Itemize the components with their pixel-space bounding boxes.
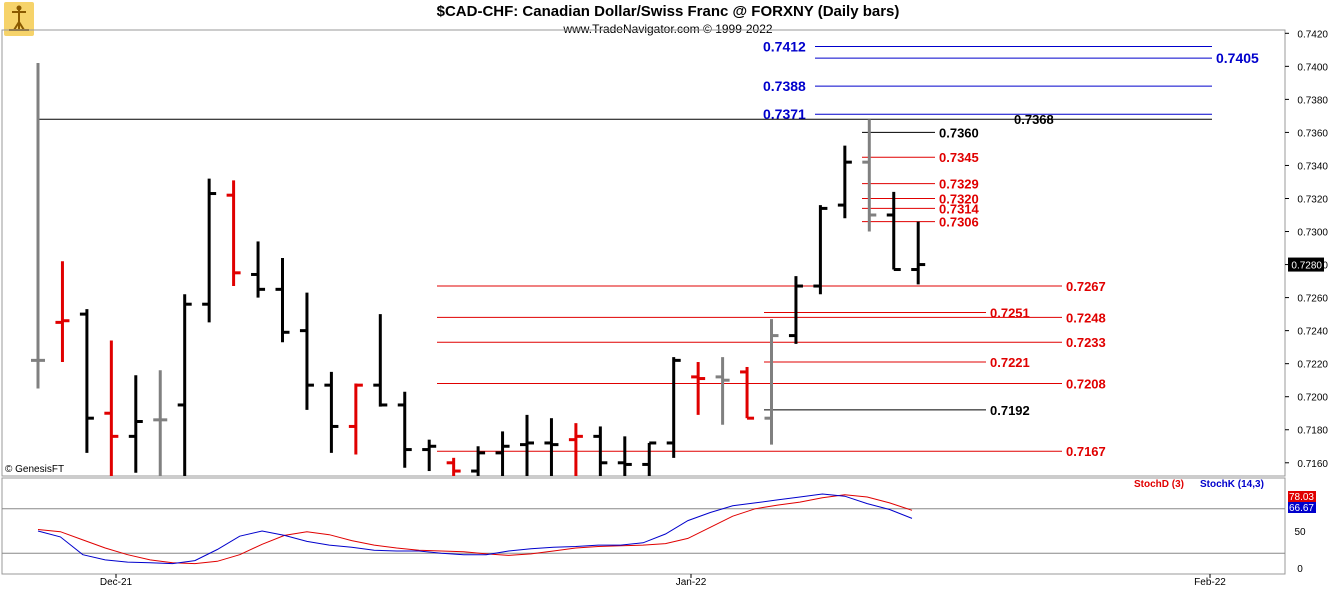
level-label: 0.7208 <box>1066 376 1106 391</box>
price-axis-tick-label: 0.7260 <box>1297 294 1328 305</box>
stoch-d-legend: StochD (3) <box>1134 479 1184 490</box>
chart-title: $CAD-CHF: Canadian Dollar/Swiss Franc @ … <box>436 3 900 20</box>
x-axis-label: Feb-22 <box>1194 577 1226 588</box>
stochastic-panel-frame <box>1 477 1286 575</box>
price-axis-tick-label: 0.7340 <box>1297 161 1328 172</box>
price-axis-tick-label: 0.7380 <box>1297 95 1328 106</box>
level-label: 0.7405 <box>1216 50 1259 66</box>
level-label: 0.7248 <box>1066 310 1106 325</box>
level-label: 0.7167 <box>1066 444 1106 459</box>
stoch-k-line <box>37 493 913 565</box>
price-panel-frame <box>1 29 1286 477</box>
trade-navigator-logo-icon <box>4 2 34 36</box>
stoch-d-value: 78.03 <box>1289 492 1314 503</box>
stoch-k-value: 66.67 <box>1289 503 1314 514</box>
stoch-k-value-box <box>1288 502 1316 513</box>
level-label: 0.7267 <box>1066 279 1106 294</box>
price-axis-tick-label: 0.7400 <box>1297 62 1328 73</box>
stoch-d-line <box>37 494 913 565</box>
price-axis-tick-label: 0.7160 <box>1297 459 1328 470</box>
price-axis-tick-label: 0.7320 <box>1297 194 1328 205</box>
price-axis-tick-label: 0.7220 <box>1297 360 1328 371</box>
level-label: 0.7251 <box>990 305 1030 320</box>
price-axis-tick-label: 0.7240 <box>1297 327 1328 338</box>
level-label: 0.7192 <box>990 403 1030 418</box>
level-label: 0.7221 <box>990 355 1030 370</box>
stochastic-axis-tick-label: 0 <box>1297 564 1303 575</box>
level-label: 0.7345 <box>939 150 979 165</box>
chart-subtitle: www.TradeNavigator.com © 1999-2022 <box>563 22 773 36</box>
level-label: 0.7371 <box>763 106 806 122</box>
level-label: 0.7360 <box>939 125 979 140</box>
level-label: 0.7320 <box>939 191 979 206</box>
price-axis-tick-label: 0.7360 <box>1297 128 1328 139</box>
stoch-k-legend: StochK (14,3) <box>1200 479 1264 490</box>
level-label: 0.7368 <box>1014 112 1054 127</box>
last-price-label: 0.7280 <box>1291 261 1322 272</box>
level-label: 0.7306 <box>939 215 979 230</box>
copyright-label: © GenesisFT <box>5 464 64 475</box>
level-label: 0.7314 <box>939 201 980 216</box>
x-axis-label: Jan-22 <box>676 577 707 588</box>
level-label: 0.7388 <box>763 78 806 94</box>
last-price-box <box>1288 257 1324 272</box>
level-label: 0.7412 <box>763 39 806 55</box>
level-label: 0.7233 <box>1066 335 1106 350</box>
price-axis-tick-label: 0.7200 <box>1297 393 1328 404</box>
stoch-d-value-box <box>1288 491 1316 502</box>
stochastic-axis-tick-label: 50 <box>1294 527 1306 538</box>
price-axis-tick-label: 0.7300 <box>1297 228 1328 239</box>
level-label: 0.7329 <box>939 177 979 192</box>
x-axis-label: Dec-21 <box>100 577 133 588</box>
price-axis-tick-label: 0.7180 <box>1297 426 1328 437</box>
price-axis-tick-label: 0.7420 <box>1297 29 1328 40</box>
